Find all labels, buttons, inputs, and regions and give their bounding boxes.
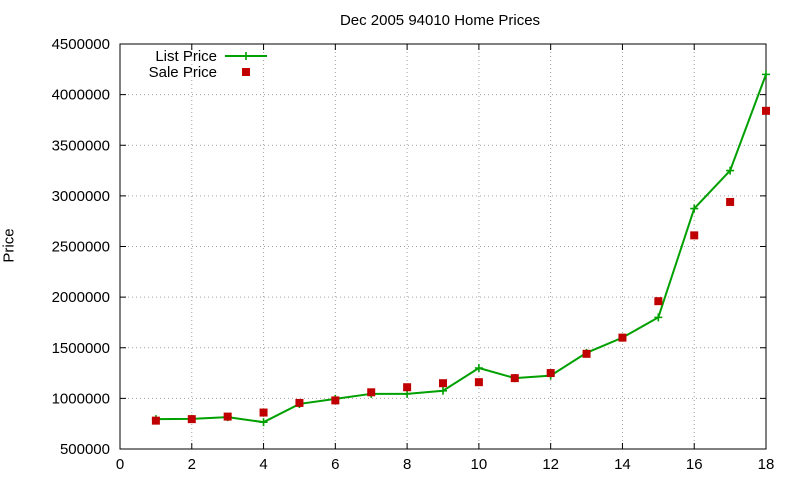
list-price-point (259, 418, 268, 427)
y-tick-label: 4000000 (52, 87, 110, 104)
sale-price-point (726, 197, 735, 206)
y-tick-label: 3500000 (52, 137, 110, 154)
x-tick-label: 18 (758, 456, 775, 473)
y-tick-label: 4500000 (52, 36, 110, 53)
list-price-point (474, 364, 483, 372)
sale-price-point (474, 378, 483, 387)
y-tick-label: 500000 (60, 441, 110, 458)
sale-price-point (510, 374, 519, 383)
sale-price-point (690, 231, 699, 240)
x-tick-label: 10 (471, 456, 488, 473)
y-tick-label: 1000000 (52, 390, 110, 407)
x-tick-label: 4 (259, 456, 267, 473)
sale-price-point (762, 106, 770, 115)
sale-price-point (259, 408, 268, 417)
x-tick-label: 8 (403, 456, 411, 473)
legend-marker-sale-price (242, 68, 250, 76)
sale-price-point (187, 415, 196, 424)
y-tick-label: 2500000 (52, 239, 110, 256)
x-tick-label: 12 (542, 456, 559, 473)
list-price-point (762, 70, 770, 79)
list-price-point (690, 204, 699, 213)
list-price-point (654, 313, 663, 322)
axes: 0 2 4 6 8 10 12 14 16 18 500000 1000000 1500000 20000… (52, 36, 775, 473)
sale-price-point (654, 297, 663, 306)
sale-price-point (618, 333, 627, 342)
y-tick-label: 3000000 (52, 188, 110, 205)
sale-price-point (295, 398, 304, 407)
sale-price-point (439, 379, 447, 388)
legend-label-list-price: List Price (155, 48, 217, 65)
sale-price-point (582, 349, 591, 358)
x-tick-label: 14 (614, 456, 631, 473)
sale-price-point (223, 412, 232, 421)
legend-label-sale-price: Sale Price (149, 64, 217, 81)
sale-price-point (331, 396, 340, 405)
sale-price-point (546, 369, 555, 378)
y-tick-label: 2000000 (52, 289, 110, 306)
x-tick-label: 6 (331, 456, 339, 473)
list-price-point (439, 386, 447, 395)
series (151, 70, 770, 427)
sale-price-point (403, 383, 412, 392)
chart-title: Dec 2005 94010 Home Prices (339, 12, 541, 29)
list-price-point (726, 166, 735, 175)
x-tick-label: 0 (116, 456, 124, 473)
x-tick-label: 2 (188, 456, 196, 473)
x-tick-label: 16 (686, 456, 703, 473)
y-tick-label: 1500000 (52, 340, 110, 357)
list-price-line (155, 74, 767, 424)
legend-marker-list-price (242, 52, 250, 60)
sale-price-point (367, 388, 376, 397)
sale-price-point (151, 416, 160, 425)
